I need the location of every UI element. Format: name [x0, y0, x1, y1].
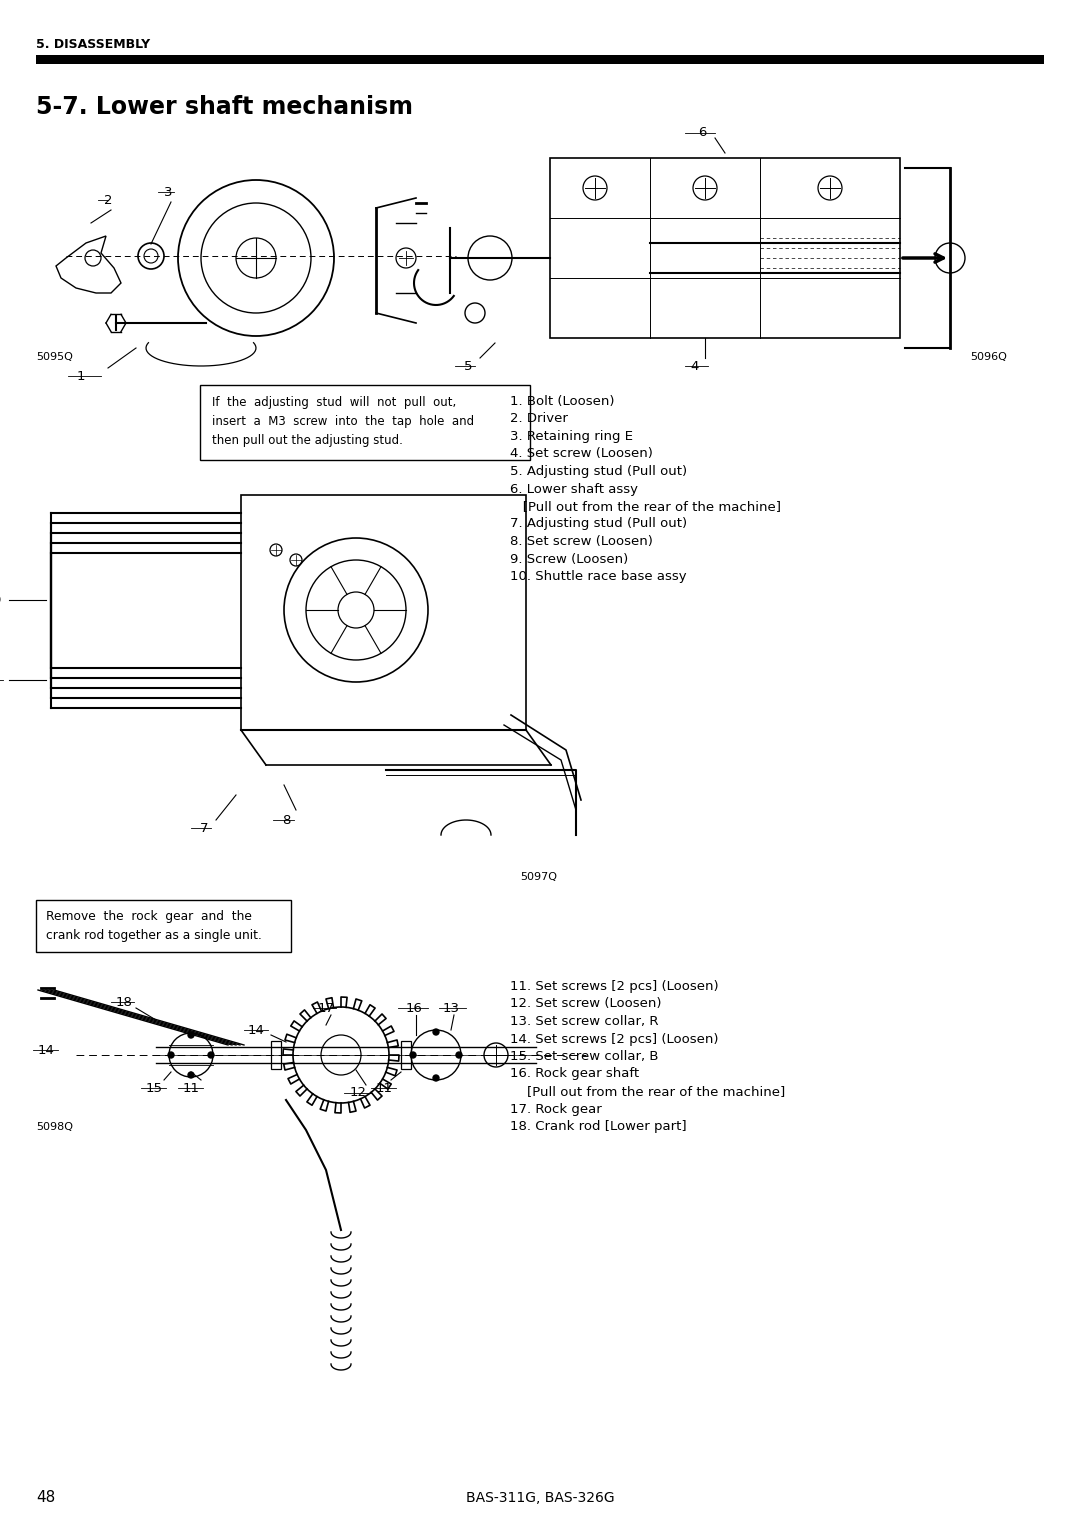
Text: 11. Set screws [2 pcs] (Loosen): 11. Set screws [2 pcs] (Loosen) — [510, 979, 718, 993]
Text: 5095Q: 5095Q — [36, 351, 72, 362]
Bar — [200, 385, 530, 460]
Text: 14. Set screws [2 pcs] (Loosen): 14. Set screws [2 pcs] (Loosen) — [510, 1033, 718, 1045]
Text: 13. Set screw collar, R: 13. Set screw collar, R — [510, 1015, 659, 1028]
Text: 15: 15 — [146, 1082, 162, 1094]
Text: 5. Adjusting stud (Pull out): 5. Adjusting stud (Pull out) — [510, 465, 687, 478]
Text: 18: 18 — [116, 996, 133, 1008]
Text: 7: 7 — [200, 822, 208, 834]
Bar — [36, 900, 291, 952]
Text: 5-7. Lower shaft mechanism: 5-7. Lower shaft mechanism — [36, 95, 413, 119]
Circle shape — [188, 1073, 194, 1077]
Text: 2: 2 — [104, 194, 112, 206]
Circle shape — [208, 1051, 214, 1057]
Text: 1. Bolt (Loosen): 1. Bolt (Loosen) — [510, 396, 615, 408]
Text: 11: 11 — [376, 1082, 392, 1094]
Text: 10. Shuttle race base assy: 10. Shuttle race base assy — [510, 570, 687, 584]
Circle shape — [433, 1076, 438, 1080]
Text: 5. DISASSEMBLY: 5. DISASSEMBLY — [36, 38, 150, 50]
Text: 5096Q: 5096Q — [970, 351, 1007, 362]
Text: 10: 10 — [0, 674, 1, 686]
Text: 5098Q: 5098Q — [36, 1122, 73, 1132]
Text: 9. Screw (Loosen): 9. Screw (Loosen) — [510, 553, 629, 565]
Text: 6: 6 — [698, 127, 706, 139]
Text: 48: 48 — [36, 1490, 55, 1505]
Circle shape — [168, 1051, 174, 1057]
Text: 8: 8 — [282, 813, 291, 827]
Text: 4: 4 — [691, 359, 699, 373]
Text: 3. Retaining ring E: 3. Retaining ring E — [510, 429, 633, 443]
Text: 4. Set screw (Loosen): 4. Set screw (Loosen) — [510, 448, 653, 460]
Text: 17. Rock gear: 17. Rock gear — [510, 1103, 602, 1115]
Text: 16. Rock gear shaft: 16. Rock gear shaft — [510, 1068, 639, 1080]
Text: 13: 13 — [443, 1001, 459, 1015]
Text: 12. Set screw (Loosen): 12. Set screw (Loosen) — [510, 998, 661, 1010]
Bar — [401, 1041, 411, 1070]
Text: 8. Set screw (Loosen): 8. Set screw (Loosen) — [510, 535, 653, 549]
Text: 1: 1 — [77, 370, 85, 382]
Text: 2. Driver: 2. Driver — [510, 413, 568, 425]
Text: 14: 14 — [247, 1024, 265, 1036]
Bar — [271, 1041, 281, 1070]
Text: 5: 5 — [463, 359, 472, 373]
Text: 5097Q: 5097Q — [519, 872, 557, 882]
Text: If  the  adjusting  stud  will  not  pull  out,
insert  a  M3  screw  into  the : If the adjusting stud will not pull out,… — [212, 396, 474, 448]
Bar — [36, 55, 1044, 64]
Text: 3: 3 — [164, 185, 173, 199]
Text: 12: 12 — [350, 1086, 366, 1100]
Text: 15. Set screw collar, B: 15. Set screw collar, B — [510, 1050, 659, 1063]
Text: Remove  the  rock  gear  and  the
crank rod together as a single unit.: Remove the rock gear and the crank rod t… — [46, 911, 261, 941]
Text: [Pull out from the rear of the machine]: [Pull out from the rear of the machine] — [510, 1085, 785, 1099]
Text: 17: 17 — [318, 1001, 335, 1015]
Text: BAS-311G, BAS-326G: BAS-311G, BAS-326G — [465, 1491, 615, 1505]
Text: 16: 16 — [406, 1001, 422, 1015]
Text: 18. Crank rod [Lower part]: 18. Crank rod [Lower part] — [510, 1120, 687, 1132]
Text: 11: 11 — [183, 1082, 200, 1094]
Circle shape — [456, 1051, 462, 1057]
Circle shape — [410, 1051, 416, 1057]
Text: [Pull out from the rear of the machine]: [Pull out from the rear of the machine] — [510, 500, 781, 513]
Text: 6. Lower shaft assy: 6. Lower shaft assy — [510, 483, 638, 495]
Text: 7. Adjusting stud (Pull out): 7. Adjusting stud (Pull out) — [510, 518, 687, 530]
Circle shape — [188, 1031, 194, 1038]
Text: 14: 14 — [38, 1044, 54, 1056]
Circle shape — [433, 1028, 438, 1034]
